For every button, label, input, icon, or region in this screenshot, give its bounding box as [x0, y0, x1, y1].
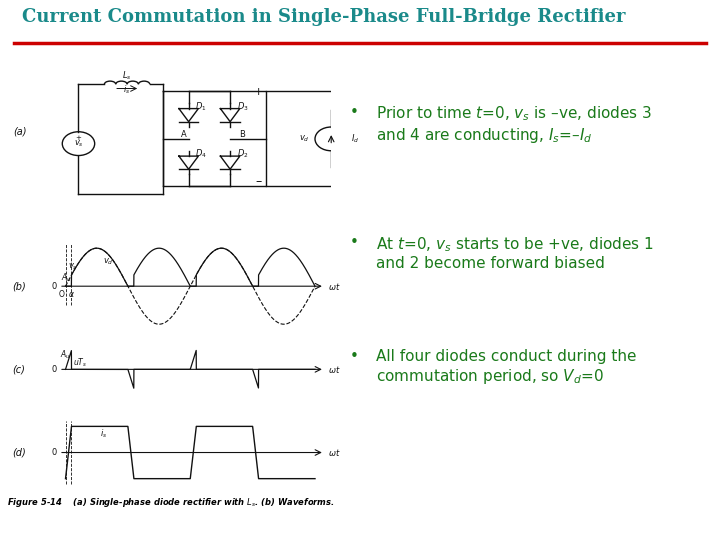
Text: $A_u$: $A_u$ [60, 348, 71, 361]
Text: B: B [239, 130, 245, 139]
Text: +: + [76, 134, 81, 141]
Text: 0: 0 [52, 282, 57, 291]
Text: •: • [350, 105, 359, 119]
Text: •: • [350, 349, 359, 364]
Text: 0: 0 [52, 448, 57, 457]
Text: $v_d$: $v_d$ [299, 133, 310, 144]
Text: $D_1$: $D_1$ [195, 100, 207, 113]
Text: $L_s$: $L_s$ [122, 69, 132, 82]
Text: $uT_s$: $uT_s$ [73, 357, 88, 369]
Text: (d): (d) [12, 448, 26, 457]
Text: (b): (b) [12, 281, 26, 291]
Text: Current Commutation in Single-Phase Full-Bridge Rectifier: Current Commutation in Single-Phase Full… [22, 8, 625, 26]
Text: (c): (c) [12, 364, 25, 374]
Text: $\omega t$: $\omega t$ [328, 447, 341, 458]
Text: $\omega t$: $\omega t$ [328, 364, 341, 375]
Text: $D_4$: $D_4$ [195, 148, 207, 160]
Text: Prior to time $t$=0, $v_s$ is –ve, diodes 3
and 4 are conducting, $I_s$=–$I_d$: Prior to time $t$=0, $v_s$ is –ve, diode… [376, 105, 652, 145]
Text: Figure 5-14    (a) Single-phase diode rectifier with $L_s$. (b) Waveforms.: Figure 5-14 (a) Single-phase diode recti… [7, 496, 335, 509]
Text: –: – [255, 175, 261, 188]
Text: $I_d$: $I_d$ [351, 133, 359, 145]
Text: $\alpha$: $\alpha$ [68, 290, 75, 299]
Text: •: • [350, 235, 359, 250]
Text: (a): (a) [14, 127, 27, 137]
Text: $A_u$: $A_u$ [61, 271, 72, 284]
Text: $D_3$: $D_3$ [237, 100, 248, 113]
Text: $v_s$: $v_s$ [68, 261, 78, 272]
Text: A: A [181, 130, 186, 139]
Text: $i_s$: $i_s$ [123, 84, 131, 96]
Text: $v_d$: $v_d$ [103, 256, 114, 267]
Text: $D_2$: $D_2$ [237, 148, 248, 160]
Text: 0: 0 [52, 365, 57, 374]
Text: +: + [253, 87, 263, 97]
Text: $i_s$: $i_s$ [100, 428, 107, 440]
Text: $\omega t$: $\omega t$ [328, 281, 341, 292]
Text: All four diodes conduct during the
commutation period, so $V_d$=0: All four diodes conduct during the commu… [376, 349, 636, 386]
Text: O: O [59, 290, 65, 299]
Text: $v_s$: $v_s$ [73, 138, 84, 149]
Text: At $t$=0, $v_s$ starts to be +ve, diodes 1
and 2 become forward biased: At $t$=0, $v_s$ starts to be +ve, diodes… [376, 235, 654, 271]
